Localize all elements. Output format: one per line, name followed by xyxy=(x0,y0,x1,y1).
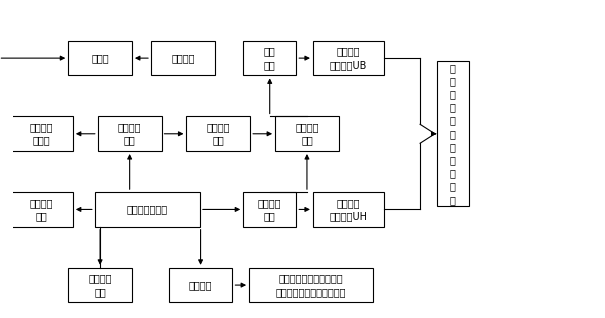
Text: 采样电阻
电路: 采样电阻 电路 xyxy=(258,198,281,221)
Text: 铁磁材料
样品: 铁磁材料 样品 xyxy=(295,122,319,145)
Bar xyxy=(313,41,384,75)
Bar xyxy=(9,192,73,227)
Bar xyxy=(437,61,469,206)
Bar xyxy=(9,116,73,151)
Bar xyxy=(313,192,384,227)
Text: 有源低通
滤波器: 有源低通 滤波器 xyxy=(29,122,53,145)
Bar xyxy=(275,116,339,151)
Text: 液晶显示
电路: 液晶显示 电路 xyxy=(29,198,53,221)
Text: 样品初级
电压信号UH: 样品初级 电压信号UH xyxy=(329,198,367,221)
Bar xyxy=(243,41,296,75)
Text: 单片机控制电路: 单片机控制电路 xyxy=(127,204,168,214)
Bar xyxy=(249,268,373,302)
Text: 与上位机联机通信可实现
对矫顽力等物理参数的测量: 与上位机联机通信可实现 对矫顽力等物理参数的测量 xyxy=(276,273,346,297)
Bar xyxy=(169,268,232,302)
Bar xyxy=(68,41,132,75)
Bar xyxy=(186,116,250,151)
Text: 功率放大
电路: 功率放大 电路 xyxy=(206,122,230,145)
Text: 按键检测
电路: 按键检测 电路 xyxy=(88,273,112,297)
Text: 样品次级
电压信号UB: 样品次级 电压信号UB xyxy=(330,46,367,70)
Bar xyxy=(68,268,132,302)
Bar xyxy=(243,192,296,227)
Bar xyxy=(151,41,215,75)
Text: 变压器: 变压器 xyxy=(91,53,109,63)
Text: 积分
电路: 积分 电路 xyxy=(264,46,276,70)
Bar xyxy=(98,116,162,151)
Text: 数模转换
电路: 数模转换 电路 xyxy=(118,122,142,145)
Bar xyxy=(95,192,200,227)
Text: 通信电路: 通信电路 xyxy=(189,280,212,290)
Text: 接
入
示
波
器
可
得
磁
滞
回
线: 接 入 示 波 器 可 得 磁 滞 回 线 xyxy=(450,63,456,205)
Text: 市电信号: 市电信号 xyxy=(171,53,195,63)
